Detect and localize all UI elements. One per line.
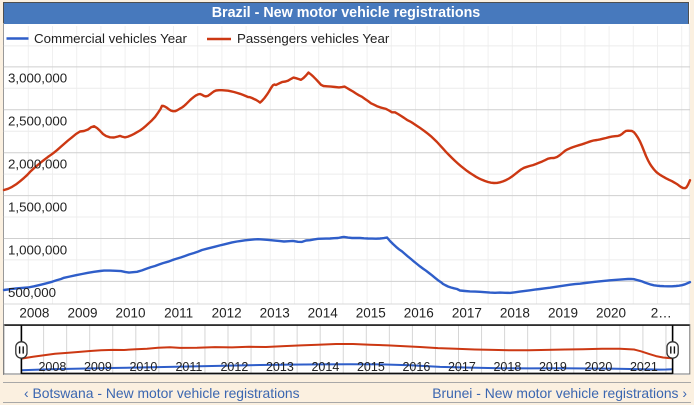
svg-text:2017: 2017 <box>448 360 476 374</box>
svg-text:2009: 2009 <box>84 360 112 374</box>
svg-text:2,500,000: 2,500,000 <box>8 114 67 129</box>
svg-text:3,000,000: 3,000,000 <box>8 71 67 86</box>
svg-text:2018: 2018 <box>500 306 530 321</box>
svg-text:2015: 2015 <box>356 306 386 321</box>
svg-text:2012: 2012 <box>220 360 248 374</box>
svg-text:2016: 2016 <box>404 306 434 321</box>
svg-text:2013: 2013 <box>260 306 290 321</box>
svg-text:2008: 2008 <box>38 360 66 374</box>
svg-text:2019: 2019 <box>548 306 578 321</box>
svg-text:2,000,000: 2,000,000 <box>8 157 67 172</box>
svg-text:2020: 2020 <box>584 360 612 374</box>
svg-text:2018: 2018 <box>493 360 521 374</box>
svg-text:500,000: 500,000 <box>8 285 56 300</box>
svg-text:2015: 2015 <box>357 360 385 374</box>
svg-text:2012: 2012 <box>212 306 242 321</box>
svg-text:2011: 2011 <box>164 306 193 321</box>
svg-text:2011: 2011 <box>175 360 202 374</box>
svg-text:2019: 2019 <box>539 360 567 374</box>
svg-text:2010: 2010 <box>115 306 145 321</box>
svg-text:Commercial vehicles Year: Commercial vehicles Year <box>34 31 188 46</box>
svg-text:2014: 2014 <box>311 360 339 374</box>
svg-text:Passengers vehicles Year: Passengers vehicles Year <box>237 31 390 46</box>
svg-text:2008: 2008 <box>19 306 49 321</box>
svg-text:2021: 2021 <box>630 360 658 374</box>
svg-text:2017: 2017 <box>452 306 482 321</box>
svg-text:2009: 2009 <box>67 306 97 321</box>
svg-text:2020: 2020 <box>596 306 626 321</box>
svg-text:1,500,000: 1,500,000 <box>8 199 67 214</box>
svg-text:2010: 2010 <box>129 360 157 374</box>
svg-text:2016: 2016 <box>402 360 430 374</box>
svg-text:1,000,000: 1,000,000 <box>8 242 67 257</box>
svg-text:2…: 2… <box>651 306 672 321</box>
svg-text:2013: 2013 <box>266 360 294 374</box>
svg-text:2014: 2014 <box>308 306 339 321</box>
